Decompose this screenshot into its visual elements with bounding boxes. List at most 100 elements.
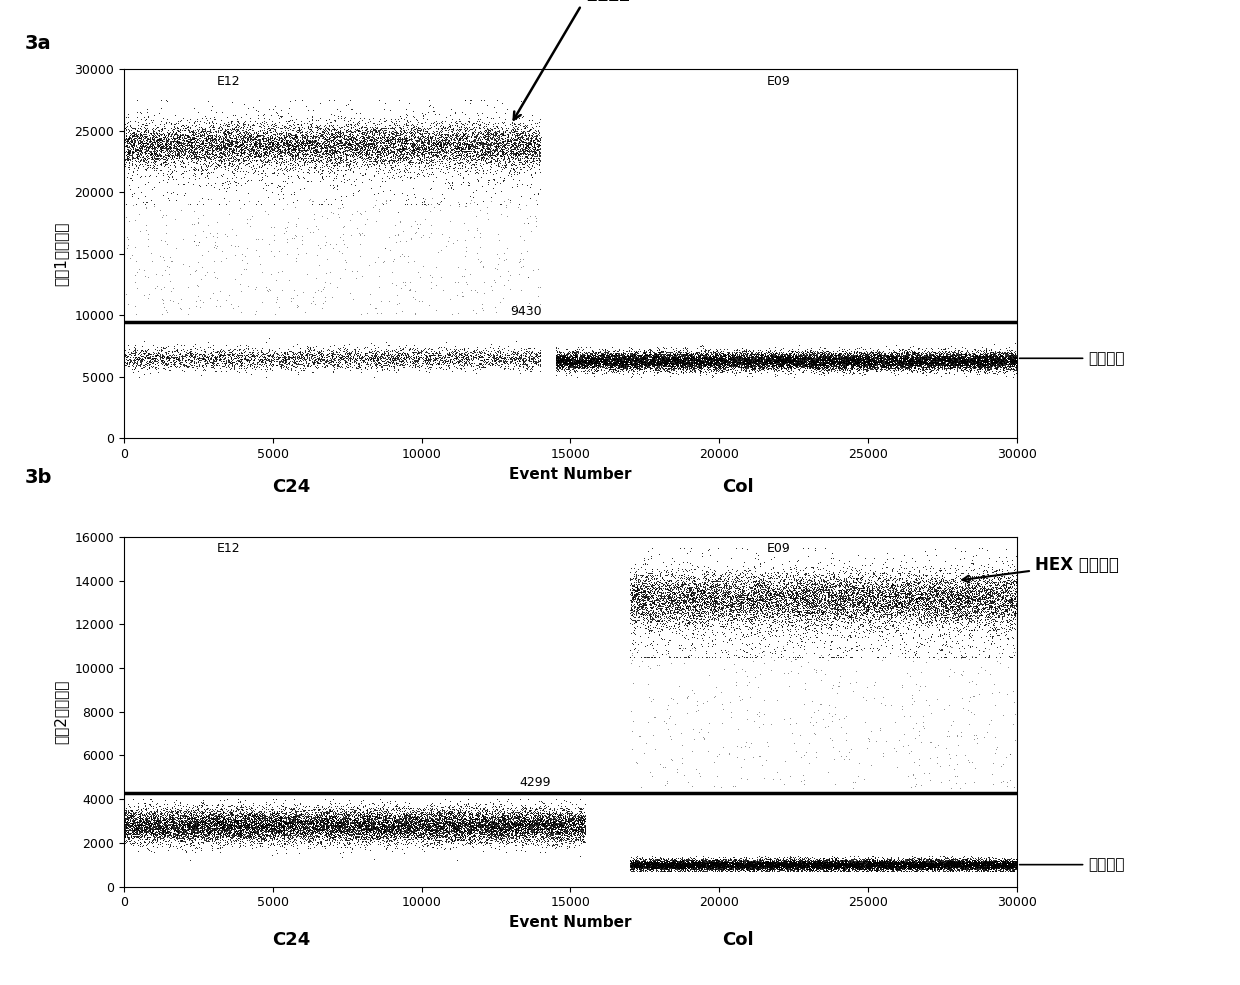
Point	[428, 817, 448, 832]
Point	[510, 819, 529, 834]
Point	[828, 647, 848, 663]
Point	[325, 809, 345, 824]
Point	[626, 593, 646, 609]
Point	[951, 608, 971, 624]
Point	[226, 803, 246, 819]
Point	[787, 357, 807, 372]
Point	[996, 593, 1016, 609]
Point	[691, 594, 711, 610]
Point	[875, 858, 895, 874]
Point	[134, 153, 154, 168]
Point	[991, 860, 1011, 876]
Point	[660, 573, 680, 589]
Point	[899, 586, 919, 602]
Point	[187, 829, 207, 845]
Point	[640, 593, 660, 609]
Point	[890, 361, 910, 377]
Point	[687, 603, 707, 619]
Point	[625, 349, 645, 364]
Point	[864, 361, 884, 376]
Point	[157, 125, 177, 141]
Point	[434, 811, 454, 826]
Point	[658, 590, 678, 606]
Point	[668, 354, 688, 369]
Point	[439, 814, 459, 829]
Point	[825, 609, 844, 624]
Point	[830, 588, 849, 604]
Point	[563, 835, 583, 851]
Point	[200, 811, 219, 826]
Point	[143, 825, 162, 841]
Point	[660, 859, 680, 875]
Point	[836, 861, 856, 877]
Point	[805, 571, 825, 587]
Point	[439, 157, 459, 172]
Point	[986, 860, 1006, 876]
Point	[929, 352, 949, 367]
Point	[720, 356, 740, 371]
Point	[911, 852, 931, 868]
Point	[853, 358, 873, 373]
Point	[567, 354, 587, 369]
Point	[668, 351, 688, 366]
Point	[122, 804, 141, 820]
Point	[887, 352, 906, 367]
Point	[756, 862, 776, 878]
Point	[725, 603, 745, 619]
Point	[521, 355, 541, 370]
Point	[708, 352, 728, 367]
Point	[398, 824, 418, 840]
Point	[919, 353, 939, 368]
Point	[684, 857, 704, 873]
Point	[159, 148, 179, 164]
Point	[867, 855, 887, 871]
Point	[899, 608, 919, 624]
Point	[175, 815, 195, 830]
Point	[693, 356, 713, 371]
Point	[880, 354, 900, 369]
Point	[697, 350, 717, 365]
Point	[932, 590, 952, 606]
Point	[546, 352, 565, 367]
Point	[339, 823, 358, 839]
Point	[487, 157, 507, 172]
Point	[506, 814, 526, 829]
Point	[558, 352, 578, 367]
Point	[449, 353, 469, 368]
Point	[899, 850, 919, 866]
Point	[895, 357, 915, 372]
Point	[136, 813, 156, 828]
Point	[460, 806, 480, 821]
Point	[1004, 356, 1024, 371]
Point	[887, 351, 906, 366]
Point	[910, 593, 930, 609]
Point	[640, 857, 660, 873]
Point	[894, 854, 914, 870]
Point	[702, 353, 722, 368]
Point	[879, 859, 899, 875]
Point	[982, 857, 1002, 873]
Point	[952, 860, 972, 876]
Point	[811, 853, 831, 869]
Point	[289, 822, 309, 838]
Point	[847, 353, 867, 368]
Point	[290, 132, 310, 148]
Point	[899, 857, 919, 873]
Point	[334, 812, 353, 827]
Point	[182, 809, 202, 824]
Point	[386, 819, 405, 834]
Point	[502, 804, 522, 820]
Point	[627, 350, 647, 365]
Point	[859, 353, 879, 368]
Point	[976, 350, 996, 365]
Point	[852, 581, 872, 597]
Point	[692, 859, 712, 875]
Point	[388, 816, 408, 831]
Point	[273, 820, 293, 835]
Point	[853, 856, 873, 872]
Point	[278, 349, 298, 364]
Point	[815, 361, 835, 377]
Point	[475, 810, 495, 825]
Point	[250, 821, 270, 836]
Point	[553, 347, 573, 362]
